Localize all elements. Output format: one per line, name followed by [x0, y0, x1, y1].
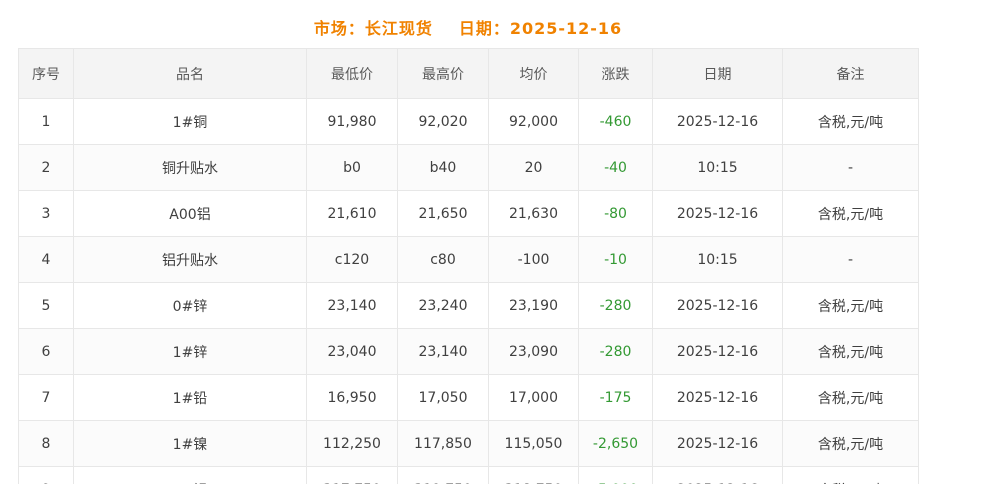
col-header-date: 日期 [652, 48, 783, 99]
table-row: 4 铝升贴水 c120 c80 -100 -10 10:15 - [18, 236, 919, 283]
cell-avg-price: 318,750 [488, 466, 579, 484]
cell-no: 3 [18, 190, 74, 237]
cell-high-price: c80 [397, 236, 489, 283]
cell-high-price: b40 [397, 144, 489, 191]
cell-note: - [782, 236, 919, 283]
cell-product-name: 1#锌 [73, 328, 307, 375]
cell-avg-price: 17,000 [488, 374, 579, 421]
cell-low-price: 91,980 [306, 98, 398, 145]
col-header-avg: 均价 [488, 48, 579, 99]
cell-high-price: 319,750 [397, 466, 489, 484]
cell-change: -280 [578, 282, 653, 329]
cell-avg-price: 23,090 [488, 328, 579, 375]
cell-high-price: 117,850 [397, 420, 489, 467]
table-header-row: 序号 品名 最低价 最高价 均价 涨跌 日期 备注 [18, 48, 919, 99]
cell-product-name: 1#锡 [73, 466, 307, 484]
table-row: 3 A00铝 21,610 21,650 21,630 -80 2025-12-… [18, 190, 919, 237]
cell-date: 2025-12-16 [652, 374, 783, 421]
cell-change: -280 [578, 328, 653, 375]
cell-date: 10:15 [652, 144, 783, 191]
cell-high-price: 21,650 [397, 190, 489, 237]
col-header-low: 最低价 [306, 48, 398, 99]
cell-date: 2025-12-16 [652, 466, 783, 484]
table-row: 2 铜升贴水 b0 b40 20 -40 10:15 - [18, 144, 919, 191]
col-header-change: 涨跌 [578, 48, 653, 99]
cell-product-name: 1#铜 [73, 98, 307, 145]
market-label: 市场：长江现货 [313, 19, 433, 38]
cell-note: 含税,元/吨 [782, 328, 919, 375]
cell-avg-price: 92,000 [488, 98, 579, 145]
col-header-note: 备注 [782, 48, 919, 99]
cell-note: 含税,元/吨 [782, 466, 919, 484]
cell-low-price: 23,140 [306, 282, 398, 329]
cell-note: 含税,元/吨 [782, 190, 919, 237]
cell-no: 9 [18, 466, 74, 484]
cell-avg-price: 20 [488, 144, 579, 191]
cell-date: 2025-12-16 [652, 420, 783, 467]
cell-high-price: 23,240 [397, 282, 489, 329]
col-header-no: 序号 [18, 48, 74, 99]
cell-product-name: 0#锌 [73, 282, 307, 329]
cell-low-price: 317,750 [306, 466, 398, 484]
cell-no: 1 [18, 98, 74, 145]
table-row: 9 1#锡 317,750 319,750 318,750 -5,000 202… [18, 466, 919, 484]
cell-avg-price: 21,630 [488, 190, 579, 237]
table-row: 1 1#铜 91,980 92,020 92,000 -460 2025-12-… [18, 98, 919, 145]
cell-product-name: A00铝 [73, 190, 307, 237]
cell-change: -5,000 [578, 466, 653, 484]
cell-product-name: 1#镍 [73, 420, 307, 467]
cell-date: 2025-12-16 [652, 328, 783, 375]
cell-change: -2,650 [578, 420, 653, 467]
cell-avg-price: 23,190 [488, 282, 579, 329]
cell-low-price: 16,950 [306, 374, 398, 421]
cell-note: 含税,元/吨 [782, 282, 919, 329]
cell-date: 2025-12-16 [652, 282, 783, 329]
cell-note: - [782, 144, 919, 191]
cell-no: 7 [18, 374, 74, 421]
price-table: 序号 品名 最低价 最高价 均价 涨跌 日期 备注 1 1#铜 91,980 9… [18, 48, 919, 484]
cell-no: 6 [18, 328, 74, 375]
col-header-name: 品名 [73, 48, 307, 99]
cell-note: 含税,元/吨 [782, 420, 919, 467]
cell-date: 10:15 [652, 236, 783, 283]
date-label: 日期：2025-12-16 [458, 19, 623, 38]
cell-avg-price: -100 [488, 236, 579, 283]
cell-change: -10 [578, 236, 653, 283]
cell-low-price: b0 [306, 144, 398, 191]
cell-high-price: 23,140 [397, 328, 489, 375]
cell-product-name: 1#铅 [73, 374, 307, 421]
table-row: 8 1#镍 112,250 117,850 115,050 -2,650 202… [18, 420, 919, 467]
table-row: 7 1#铅 16,950 17,050 17,000 -175 2025-12-… [18, 374, 919, 421]
page-title: 市场：长江现货 日期：2025-12-16 [18, 0, 918, 48]
cell-change: -80 [578, 190, 653, 237]
cell-product-name: 铜升贴水 [73, 144, 307, 191]
cell-no: 4 [18, 236, 74, 283]
cell-change: -460 [578, 98, 653, 145]
cell-note: 含税,元/吨 [782, 374, 919, 421]
cell-no: 2 [18, 144, 74, 191]
cell-avg-price: 115,050 [488, 420, 579, 467]
cell-date: 2025-12-16 [652, 190, 783, 237]
cell-date: 2025-12-16 [652, 98, 783, 145]
cell-low-price: c120 [306, 236, 398, 283]
cell-change: -175 [578, 374, 653, 421]
cell-high-price: 92,020 [397, 98, 489, 145]
cell-no: 8 [18, 420, 74, 467]
cell-product-name: 铝升贴水 [73, 236, 307, 283]
table-row: 6 1#锌 23,040 23,140 23,090 -280 2025-12-… [18, 328, 919, 375]
cell-change: -40 [578, 144, 653, 191]
cell-no: 5 [18, 282, 74, 329]
col-header-high: 最高价 [397, 48, 489, 99]
cell-note: 含税,元/吨 [782, 98, 919, 145]
cell-high-price: 17,050 [397, 374, 489, 421]
table-row: 5 0#锌 23,140 23,240 23,190 -280 2025-12-… [18, 282, 919, 329]
cell-low-price: 23,040 [306, 328, 398, 375]
cell-low-price: 112,250 [306, 420, 398, 467]
cell-low-price: 21,610 [306, 190, 398, 237]
